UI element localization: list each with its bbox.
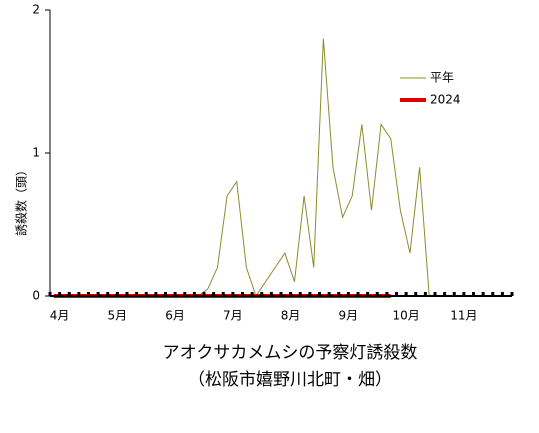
chart-title: アオクサカメムシの予察灯誘殺数 — [163, 343, 418, 363]
y-tick-label: 2 — [32, 3, 40, 17]
y-tick-label: 1 — [32, 146, 40, 160]
x-tick-label: 10月 — [392, 309, 419, 323]
x-tick-label: 9月 — [339, 309, 359, 323]
chart-subtitle: （松阪市嬉野川北町・畑） — [188, 370, 392, 390]
x-tick-label: 8月 — [281, 309, 301, 323]
legend-label: 平年 — [430, 71, 454, 85]
x-tick-label: 11月 — [450, 309, 477, 323]
x-tick-label: 5月 — [108, 309, 128, 323]
x-tick-label: 6月 — [165, 309, 185, 323]
y-tick-label: 0 — [32, 289, 40, 303]
y-axis-label: 誘殺数（頭） — [14, 164, 29, 236]
x-tick-label: 7月 — [223, 309, 243, 323]
legend-label: 2024 — [430, 93, 461, 107]
x-tick-label: 4月 — [50, 309, 70, 323]
